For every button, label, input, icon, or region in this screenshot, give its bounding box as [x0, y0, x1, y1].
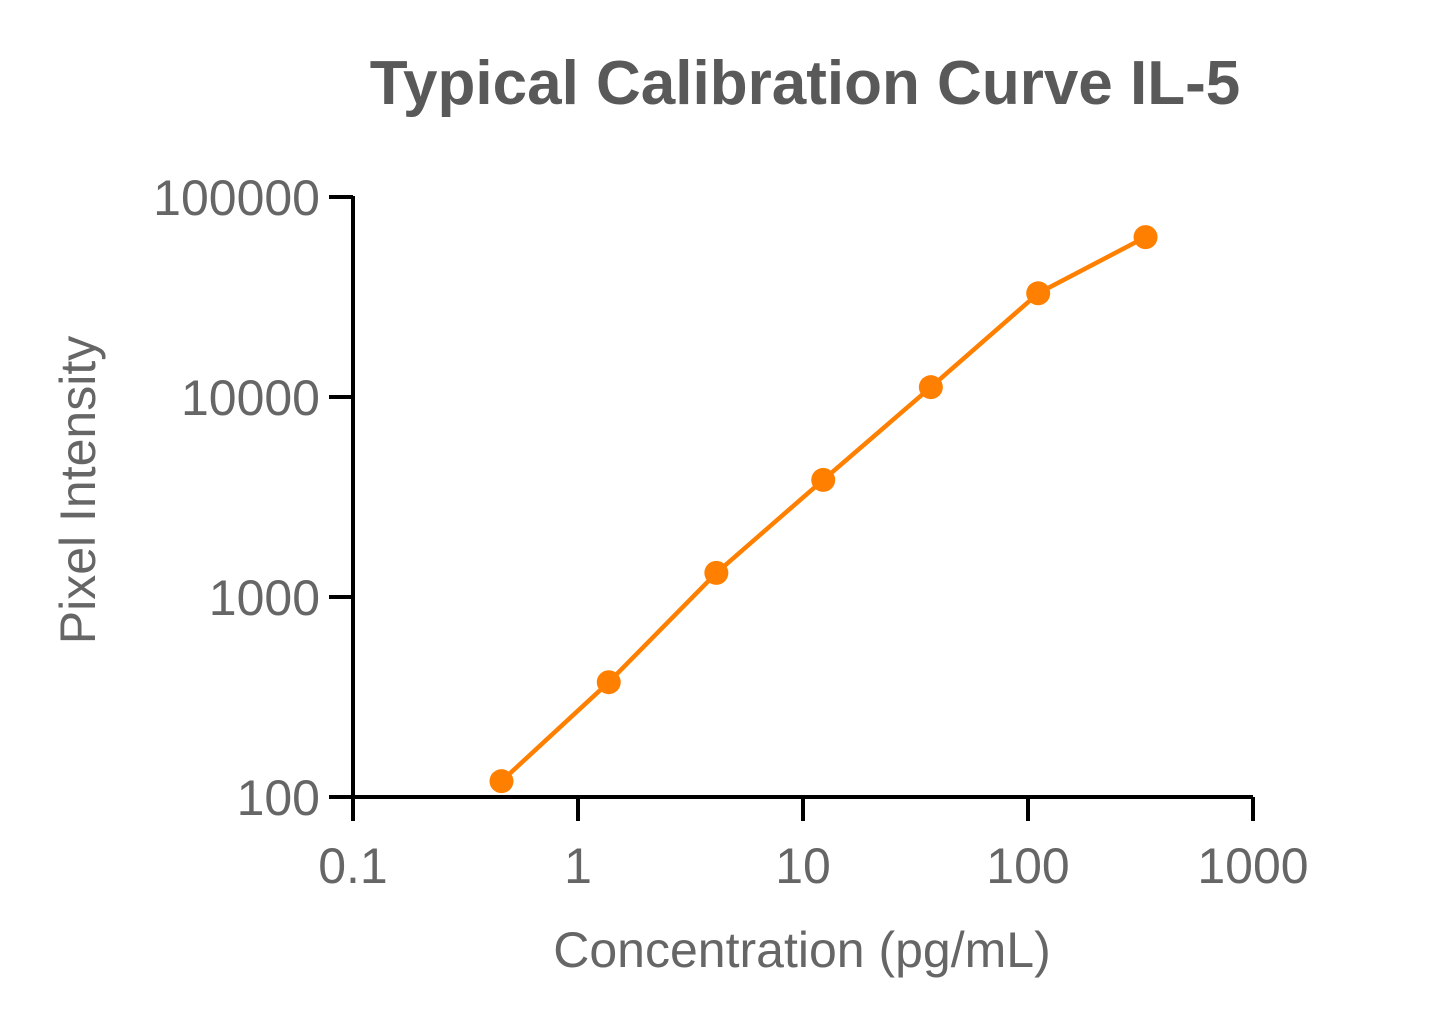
series-line — [499, 235, 1147, 783]
data-point — [489, 769, 514, 794]
plot-series — [489, 225, 1158, 794]
data-point — [1133, 225, 1158, 250]
y-ticks: 100 1000 10000 100000 — [153, 170, 353, 826]
y-tick-label: 100000 — [153, 170, 320, 226]
chart-title: Typical Calibration Curve IL-5 — [370, 49, 1240, 118]
x-tick-label: 1 — [564, 838, 592, 894]
y-tick-label: 10000 — [181, 370, 320, 426]
y-tick-label: 100 — [237, 770, 320, 826]
x-tick-label: 100 — [986, 838, 1069, 894]
data-point — [811, 467, 836, 492]
x-ticks: 0.1 1 10 100 1000 — [318, 797, 1309, 894]
data-point — [1026, 281, 1051, 306]
data-point — [918, 375, 943, 400]
y-tick-label: 1000 — [209, 570, 320, 626]
x-tick-label: 1000 — [1197, 838, 1308, 894]
x-axis-label: Concentration (pg/mL) — [553, 922, 1050, 978]
x-tick-label: 10 — [775, 838, 831, 894]
data-point — [704, 560, 729, 585]
x-tick-label: 0.1 — [318, 838, 388, 894]
data-point — [596, 670, 621, 695]
y-axis-label: Pixel Intensity — [50, 336, 106, 644]
